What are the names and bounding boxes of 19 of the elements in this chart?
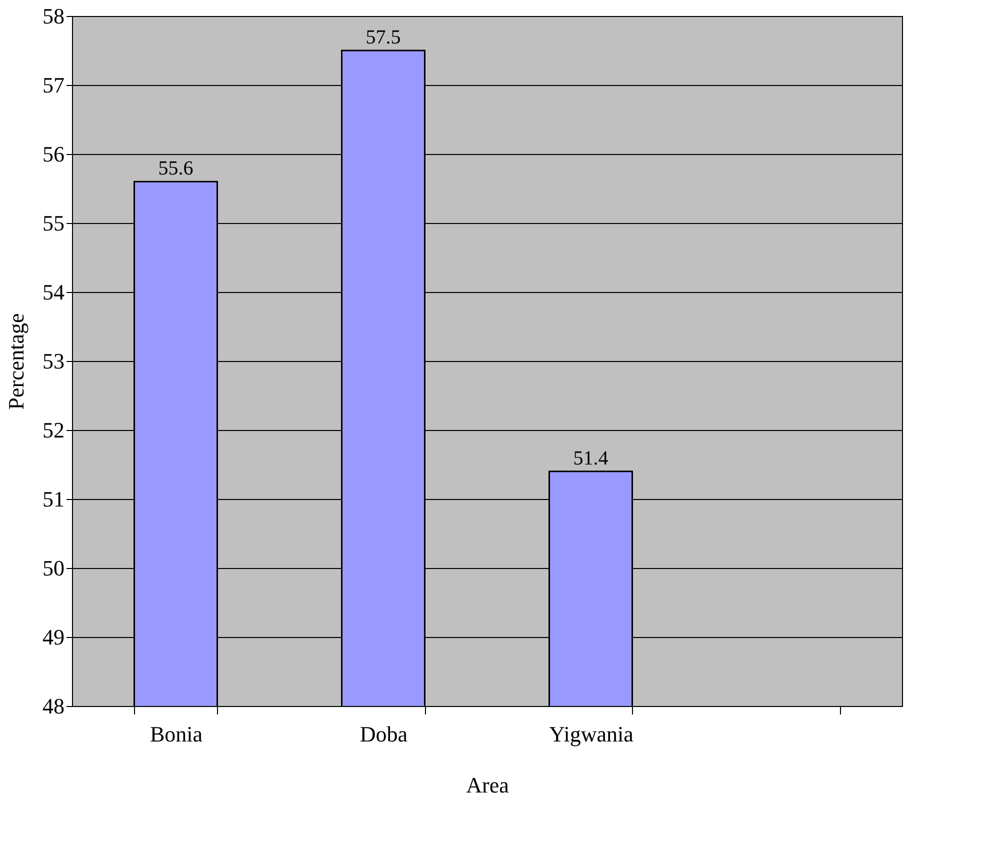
y-tick-label: 51 [42,486,64,512]
y-tick-label: 54 [42,280,64,304]
y-tick-label: 57 [42,72,64,98]
data-label: 57.5 [366,26,401,48]
y-tick-label: 53 [42,348,64,374]
y-tick-label: 58 [42,4,64,28]
y-axis-title: Percentage [4,313,28,410]
x-axis-title: Area [466,772,510,798]
y-tick-label: 56 [42,142,64,166]
y-tick-label: 52 [42,418,64,442]
data-label: 51.4 [573,447,608,470]
data-label: 55.6 [158,158,194,180]
x-tick-label: Bonia [150,722,203,746]
y-tick-label: 55 [42,210,64,236]
y-tick-label: 48 [42,694,64,718]
y-tick-label: 50 [42,556,64,580]
x-tick-label: Yigwania [549,722,634,746]
x-tick-label: Doba [360,722,408,746]
y-tick-label: 49 [42,624,64,650]
